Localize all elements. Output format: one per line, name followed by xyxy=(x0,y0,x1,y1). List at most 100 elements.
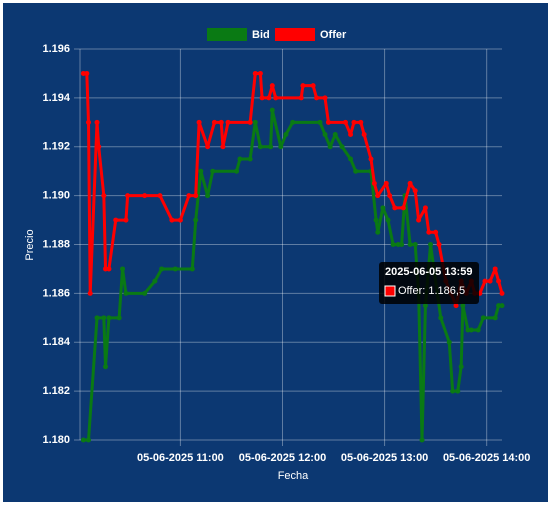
data-point xyxy=(142,290,148,296)
data-point xyxy=(193,193,199,199)
data-point xyxy=(332,132,338,138)
data-point xyxy=(419,437,425,443)
data-point xyxy=(159,266,165,272)
data-point xyxy=(290,119,296,125)
data-point xyxy=(86,437,92,443)
data-point xyxy=(142,193,148,199)
legend-swatch xyxy=(275,28,315,41)
data-point xyxy=(385,217,391,223)
data-point xyxy=(373,217,379,223)
legend-item: Bid xyxy=(207,28,270,41)
y-tick-label: 1.196 xyxy=(42,43,70,55)
data-point xyxy=(205,144,211,150)
data-point xyxy=(407,242,413,247)
tooltip-title: 2025-06-05 13:59 xyxy=(385,266,472,278)
data-point xyxy=(392,205,398,211)
data-point xyxy=(87,290,93,296)
data-point xyxy=(211,119,217,125)
data-point xyxy=(325,119,331,125)
data-point xyxy=(266,95,272,101)
data-point xyxy=(361,132,367,138)
data-point xyxy=(268,144,274,150)
data-point xyxy=(322,95,328,101)
data-point xyxy=(94,119,100,125)
data-point xyxy=(422,205,428,211)
data-point xyxy=(205,193,211,199)
data-point xyxy=(348,132,354,138)
data-point xyxy=(426,229,432,235)
data-point xyxy=(257,70,263,76)
tooltip: 2025-06-05 13:59 Offer: 1.186,5 xyxy=(379,262,479,304)
tooltip-label: Offer: 1.186,5 xyxy=(398,285,465,297)
data-point xyxy=(218,119,224,125)
data-point xyxy=(327,144,333,150)
data-point xyxy=(428,242,434,247)
data-point xyxy=(80,437,86,443)
y-tick-label: 1.186 xyxy=(42,287,70,299)
data-point xyxy=(487,278,493,284)
data-point xyxy=(152,278,158,284)
data-point xyxy=(123,217,129,223)
data-point xyxy=(234,168,240,174)
y-tick-label: 1.180 xyxy=(42,434,70,446)
y-tick-label: 1.184 xyxy=(42,336,70,348)
y-tick-label: 1.192 xyxy=(42,141,70,153)
data-point xyxy=(358,119,364,125)
data-point xyxy=(314,95,320,101)
data-point xyxy=(196,119,202,125)
data-point xyxy=(259,95,265,101)
data-point xyxy=(252,119,258,125)
data-point xyxy=(399,242,405,247)
data-point xyxy=(193,217,199,223)
x-axis-title: Fecha xyxy=(278,470,309,482)
data-point xyxy=(120,266,126,272)
data-point xyxy=(353,168,359,174)
data-point xyxy=(257,144,263,150)
data-point xyxy=(412,188,418,194)
data-point xyxy=(247,156,253,162)
data-point xyxy=(116,315,122,321)
data-point xyxy=(455,388,461,394)
data-point xyxy=(186,193,192,199)
y-tick-label: 1.194 xyxy=(42,92,70,104)
data-point xyxy=(106,266,112,272)
data-point xyxy=(101,193,107,199)
data-point xyxy=(480,315,486,321)
data-point xyxy=(169,217,175,223)
data-point xyxy=(475,327,481,333)
data-point xyxy=(225,119,231,125)
data-point xyxy=(252,70,258,76)
data-point xyxy=(468,327,474,333)
data-point xyxy=(84,70,90,76)
data-point xyxy=(247,119,253,125)
data-point xyxy=(269,107,275,113)
y-tick-label: 1.182 xyxy=(42,385,70,397)
data-point xyxy=(433,229,439,235)
data-point xyxy=(438,315,444,321)
legend-item: Offer xyxy=(275,28,347,41)
background xyxy=(3,3,548,502)
data-point xyxy=(210,168,216,174)
data-point xyxy=(412,242,418,247)
data-point xyxy=(492,315,498,321)
data-point xyxy=(94,315,100,321)
data-point xyxy=(482,278,488,284)
data-point xyxy=(460,303,466,309)
data-point xyxy=(400,205,406,211)
data-point xyxy=(96,144,102,150)
tooltip-box xyxy=(379,262,479,304)
data-point xyxy=(278,144,284,150)
legend-label: Bid xyxy=(252,29,270,41)
data-point xyxy=(496,278,502,284)
data-point xyxy=(106,315,112,321)
data-point xyxy=(375,193,381,199)
legend-label: Offer xyxy=(320,29,347,41)
data-point xyxy=(407,180,413,186)
data-point xyxy=(322,132,328,138)
data-point xyxy=(436,242,442,247)
data-point xyxy=(113,217,119,223)
data-point xyxy=(368,156,374,162)
data-point xyxy=(339,144,345,150)
data-point xyxy=(273,95,279,101)
data-point xyxy=(283,132,289,138)
